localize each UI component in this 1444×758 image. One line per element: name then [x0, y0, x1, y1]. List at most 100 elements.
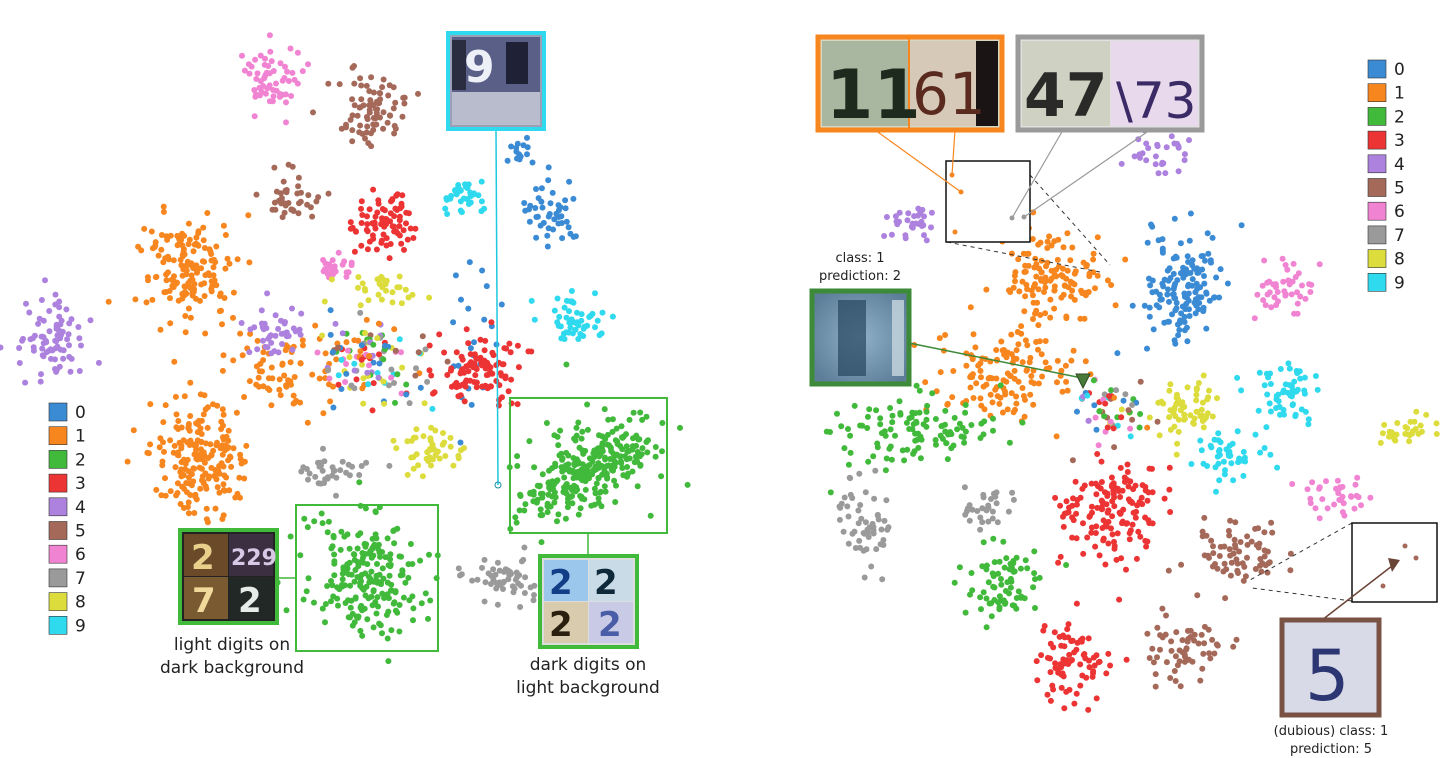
- point-class-3: [347, 225, 354, 232]
- point-class-2: [319, 605, 326, 612]
- point-class-0: [537, 222, 544, 229]
- point-class-1: [1042, 338, 1049, 344]
- point-class-7: [324, 475, 331, 482]
- point-class-4: [75, 324, 82, 330]
- point-class-1: [233, 409, 240, 416]
- point-class-0: [1202, 257, 1208, 264]
- point-class-8: [1174, 440, 1181, 447]
- point-class-1: [1029, 292, 1036, 299]
- zoom-point-class-2: [372, 508, 379, 515]
- point-class-3: [1093, 491, 1100, 498]
- point-class-1: [950, 368, 957, 374]
- point-class-3: [1137, 533, 1144, 540]
- point-class-1: [166, 288, 173, 294]
- zoom-point-class-2: [589, 471, 596, 478]
- zoom-point-class-2: [563, 449, 570, 456]
- zoom-point-class-2: [637, 462, 644, 469]
- point-class-8: [409, 291, 416, 298]
- point-class-3: [1142, 487, 1149, 494]
- point-class-9: [365, 381, 372, 388]
- point-class-1: [247, 330, 254, 337]
- point-class-1: [200, 224, 207, 231]
- point-class-6: [257, 92, 263, 99]
- point-class-6: [270, 68, 277, 74]
- point-class-8: [432, 427, 439, 434]
- svg-text:229: 229: [231, 546, 277, 571]
- point-class-1: [132, 296, 139, 303]
- point-class-1: [147, 401, 154, 408]
- point-class-3: [394, 207, 400, 213]
- point-class-2: [514, 453, 521, 460]
- point-class-7: [873, 546, 880, 553]
- point-class-1: [1077, 315, 1084, 322]
- point-class-3: [1092, 530, 1099, 536]
- point-class-9: [1216, 447, 1223, 453]
- point-class-9: [1274, 464, 1281, 471]
- point-class-0: [479, 267, 486, 274]
- point-class-6: [251, 87, 258, 93]
- point-class-1: [969, 374, 976, 380]
- point-class-8: [1174, 391, 1180, 398]
- point-class-1: [1021, 308, 1028, 315]
- zoom-point-class-2: [580, 450, 587, 457]
- point-class-6: [1274, 289, 1281, 295]
- point-class-5: [1125, 407, 1132, 414]
- point-class-7: [500, 578, 507, 585]
- point-class-1: [201, 293, 208, 299]
- point-class-0: [1093, 426, 1100, 433]
- point-class-2: [923, 416, 930, 423]
- point-class-5: [370, 121, 377, 128]
- point-class-8: [398, 300, 405, 307]
- point-class-1: [162, 402, 169, 409]
- point-class-8: [1167, 407, 1174, 414]
- point-class-1: [158, 246, 165, 253]
- point-class-8: [1195, 380, 1202, 386]
- point-class-9: [1264, 391, 1271, 398]
- point-class-5: [1207, 655, 1214, 662]
- point-class-3: [369, 220, 376, 227]
- point-class-3: [383, 235, 390, 242]
- point-class-3: [401, 246, 407, 253]
- point-class-8: [1173, 400, 1180, 407]
- point-class-8: [1118, 406, 1125, 413]
- point-class-1: [178, 424, 185, 431]
- point-class-2: [908, 414, 915, 421]
- point-class-0: [382, 342, 389, 349]
- point-class-0: [1205, 250, 1212, 257]
- point-class-3: [1123, 656, 1130, 663]
- point-class-7: [994, 519, 1001, 526]
- point-class-9: [1291, 378, 1298, 385]
- zoom-point-class-2: [331, 572, 338, 579]
- point-class-8: [429, 456, 436, 463]
- point-class-4: [39, 345, 46, 352]
- point-class-8: [378, 296, 385, 303]
- point-class-7: [385, 382, 392, 389]
- point-class-3: [404, 236, 411, 243]
- point-class-1: [1022, 337, 1029, 344]
- point-class-6: [320, 268, 327, 275]
- point-class-3: [483, 360, 489, 367]
- point-class-1: [333, 356, 340, 363]
- point-class-3: [1057, 502, 1064, 509]
- point-class-1: [163, 233, 170, 240]
- point-class-9: [1263, 424, 1270, 431]
- point-class-1: [157, 435, 164, 442]
- point-class-4: [260, 337, 266, 344]
- point-class-1: [224, 255, 231, 262]
- point-class-8: [1175, 416, 1182, 423]
- point-class-0: [521, 200, 528, 206]
- point-class-7: [983, 507, 990, 514]
- point-class-0: [1184, 253, 1191, 260]
- point-class-1: [179, 272, 186, 279]
- point-class-1: [1030, 209, 1037, 216]
- point-class-3: [389, 223, 396, 230]
- point-class-1: [226, 260, 233, 267]
- point-class-3: [1085, 706, 1092, 713]
- point-class-8: [1199, 399, 1206, 406]
- point-class-7: [862, 519, 869, 526]
- zoom-point-class-2: [538, 512, 545, 519]
- point-class-7: [455, 565, 462, 572]
- point-class-3: [370, 186, 377, 193]
- zoom-point-class-2: [385, 608, 392, 615]
